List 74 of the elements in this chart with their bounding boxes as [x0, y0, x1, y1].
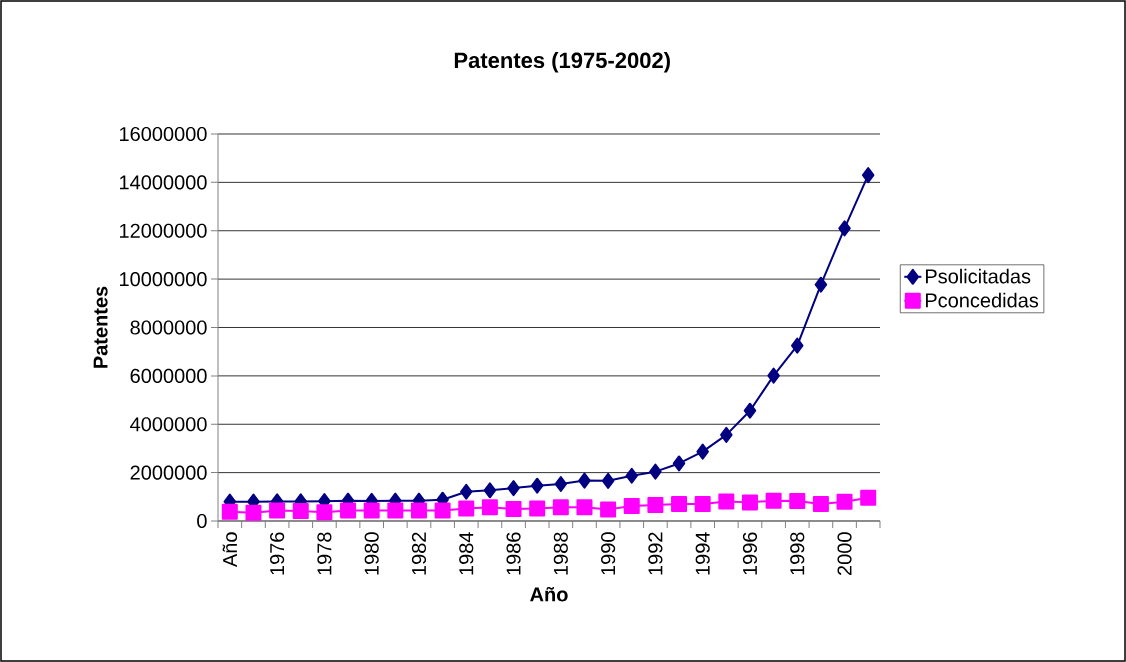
x-tick-label: 1998: [790, 532, 805, 575]
point: [601, 472, 615, 489]
point: [554, 475, 568, 492]
point: [623, 498, 640, 514]
point: [269, 502, 286, 519]
x-tick-label: 1982: [411, 532, 427, 575]
point: [625, 467, 639, 484]
x-tick-label: 1984: [459, 532, 474, 575]
legend-label: Pconcedidas: [925, 292, 1039, 308]
y-tick-label: 6000000: [130, 368, 207, 383]
point: [387, 502, 404, 519]
point: [743, 402, 757, 419]
point: [245, 504, 262, 521]
x-axis-title: Año: [530, 586, 568, 602]
point: [696, 443, 709, 460]
point: [814, 276, 828, 293]
point: [434, 502, 451, 519]
point: [552, 499, 569, 516]
point: [718, 493, 735, 510]
point: [836, 493, 853, 510]
point: [671, 496, 688, 513]
point: [694, 496, 711, 513]
y-tick-label: 16000000: [120, 126, 207, 142]
point: [578, 472, 591, 489]
x-tick-label: 1986: [506, 532, 521, 575]
x-tick-label: Año: [222, 532, 238, 568]
point: [363, 502, 380, 519]
point: [340, 502, 357, 519]
x-tick-label: 1976: [270, 532, 285, 575]
point: [221, 503, 238, 520]
y-tick-label: 8000000: [130, 320, 207, 335]
point: [600, 501, 617, 518]
point: [410, 502, 427, 519]
point: [672, 455, 686, 472]
point: [481, 499, 498, 516]
x-tick-label: 1980: [364, 532, 379, 575]
y-tick-label: 4000000: [130, 417, 207, 432]
point: [765, 492, 782, 509]
y-axis-title: Patentes: [93, 286, 108, 368]
chart-title: Patentes (1975-2002): [454, 51, 670, 73]
point: [861, 167, 875, 184]
point: [530, 477, 544, 494]
point: [529, 500, 546, 517]
x-tick-label: 1990: [601, 532, 616, 575]
point: [838, 220, 851, 237]
x-tick-label: 1992: [648, 532, 663, 575]
x-tick-label: 1988: [553, 532, 568, 575]
point: [507, 480, 520, 497]
point: [791, 337, 804, 354]
legend-label: Psolicitadas: [925, 268, 1031, 284]
x-tick-label: 1996: [742, 532, 758, 575]
point: [720, 426, 733, 443]
point: [458, 500, 475, 517]
point: [316, 504, 333, 521]
y-tick-label: 12000000: [120, 223, 207, 238]
point: [505, 500, 522, 517]
y-tick-label: 2000000: [130, 465, 207, 480]
y-tick-label: 10000000: [120, 272, 207, 287]
point: [460, 483, 473, 500]
point: [292, 503, 309, 520]
point: [483, 482, 497, 499]
x-tick-label: 1994: [695, 532, 710, 575]
point: [649, 463, 662, 480]
point: [812, 496, 829, 513]
x-tick-label: 1978: [317, 532, 332, 575]
point: [576, 499, 593, 516]
point: [767, 367, 780, 384]
point: [647, 497, 664, 514]
point: [860, 489, 877, 506]
y-tick-label: 0: [197, 513, 207, 529]
x-tick-label: 2000: [837, 532, 852, 576]
point: [789, 492, 806, 509]
point: [741, 494, 758, 511]
y-tick-label: 14000000: [120, 175, 207, 190]
